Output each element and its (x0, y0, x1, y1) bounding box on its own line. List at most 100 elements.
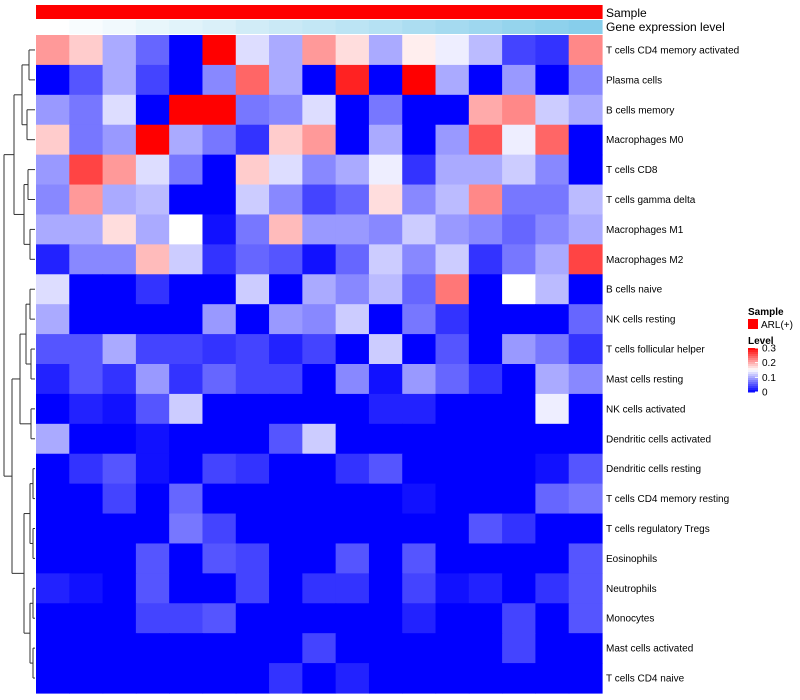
heatmap-cell (269, 274, 303, 305)
heatmap-cell (135, 154, 170, 186)
heatmap-cell (535, 513, 570, 545)
heatmap-cell (535, 483, 570, 515)
legend-tick-label: 0.2 (762, 358, 776, 369)
heatmap-cell (402, 513, 437, 545)
heatmap-cell (435, 603, 470, 634)
heatmap-cell (535, 663, 570, 694)
heatmap-cell (568, 304, 603, 335)
gene-expression-annotation-cell (235, 20, 270, 34)
heatmap-cell (102, 184, 137, 216)
heatmap-cell (502, 94, 537, 126)
heatmap-cell (135, 663, 170, 694)
heatmap-cell (502, 483, 537, 515)
sample-annotation-cell (36, 5, 70, 19)
row-label: Macrophages M2 (606, 255, 684, 266)
heatmap-cell (69, 483, 104, 515)
heatmap-cell (368, 603, 403, 634)
heatmap-cell (102, 543, 137, 574)
legend-bar-segment (748, 358, 758, 361)
heatmap-cell (269, 124, 303, 156)
heatmap-cell (368, 543, 403, 574)
legend: Sample ARL(+) Level 0.3 0.2 0.1 0 (748, 307, 793, 399)
legend-color-bar (748, 348, 758, 393)
heatmap-cell (468, 393, 503, 425)
heatmap-cell (402, 663, 437, 694)
gene-expression-annotation-cell (169, 20, 204, 34)
heatmap-cell (502, 663, 537, 694)
legend-bar-segment (748, 360, 758, 363)
heatmap-cell (368, 94, 403, 126)
legend-bar-segment (748, 366, 758, 369)
heatmap-cell (36, 274, 70, 305)
row-label: NK cells activated (606, 404, 685, 415)
heatmap-cell (435, 304, 470, 335)
heatmap-cell (435, 364, 470, 395)
heatmap-cell (36, 244, 70, 275)
legend-bar-segment (748, 372, 758, 375)
heatmap-cell (202, 35, 237, 66)
heatmap-cell (202, 214, 237, 245)
heatmap-cell (269, 483, 303, 515)
legend-sample-swatch (748, 319, 758, 329)
legend-bar-segment (748, 386, 758, 389)
gene-expression-annotation-cell (335, 20, 370, 34)
heatmap-cell (402, 304, 437, 335)
heatmap-cell (402, 603, 437, 634)
row-label: Macrophages M0 (606, 135, 684, 146)
heatmap-cell (235, 35, 270, 66)
heatmap-cell (36, 633, 70, 664)
heatmap-cell (335, 663, 370, 694)
heatmap-cell (535, 274, 570, 305)
heatmap-cell (169, 603, 204, 634)
heatmap-cell (36, 154, 70, 186)
heatmap-cell (435, 64, 470, 96)
heatmap-cell (102, 35, 137, 66)
heatmap-cell (169, 663, 204, 694)
heatmap-cell (368, 334, 403, 365)
column-annotations (36, 5, 603, 34)
heatmap-cell (269, 633, 303, 664)
row-label: Eosinophils (606, 554, 657, 565)
heatmap-cell (535, 35, 570, 66)
heatmap-cell (36, 184, 70, 216)
heatmap-cell (568, 334, 603, 365)
heatmap-cell (335, 364, 370, 395)
heatmap-cell (235, 154, 270, 186)
heatmap-cell (535, 393, 570, 425)
heatmap-cell (468, 603, 503, 634)
heatmap-cell (368, 274, 403, 305)
heatmap-cell (135, 453, 170, 485)
heatmap-cell (568, 483, 603, 515)
heatmap-cell (302, 154, 337, 186)
annotation-label-sample: Sample (606, 6, 647, 20)
heatmap-cell (402, 124, 437, 156)
heatmap-cell (402, 244, 437, 275)
heatmap-cell (169, 154, 204, 186)
heatmap-cell (169, 483, 204, 515)
heatmap-cell (468, 663, 503, 694)
heatmap-cell (36, 35, 70, 66)
sample-annotation-cell (302, 5, 337, 19)
heatmap-cell (169, 214, 204, 245)
heatmap-cell (435, 573, 470, 604)
row-label: NK cells resting (606, 315, 675, 326)
heatmap-cell (102, 244, 137, 275)
heatmap-cell (69, 423, 104, 455)
sample-annotation-cell (202, 5, 237, 19)
heatmap-cell (468, 334, 503, 365)
heatmap-cell (402, 633, 437, 664)
heatmap-cell (368, 214, 403, 245)
heatmap-cell (135, 543, 170, 574)
gene-expression-annotation-cell (269, 20, 303, 34)
heatmap-cell (535, 334, 570, 365)
heatmap-cell (502, 214, 537, 245)
heatmap-cell (468, 573, 503, 604)
heatmap-cell (269, 184, 303, 216)
heatmap-cell (235, 483, 270, 515)
heatmap-cell (269, 35, 303, 66)
heatmap-cell (69, 513, 104, 545)
legend-bar-segment (748, 382, 758, 385)
heatmap-cell (335, 274, 370, 305)
sample-annotation-cell (368, 5, 403, 19)
heatmap-cell (36, 393, 70, 425)
